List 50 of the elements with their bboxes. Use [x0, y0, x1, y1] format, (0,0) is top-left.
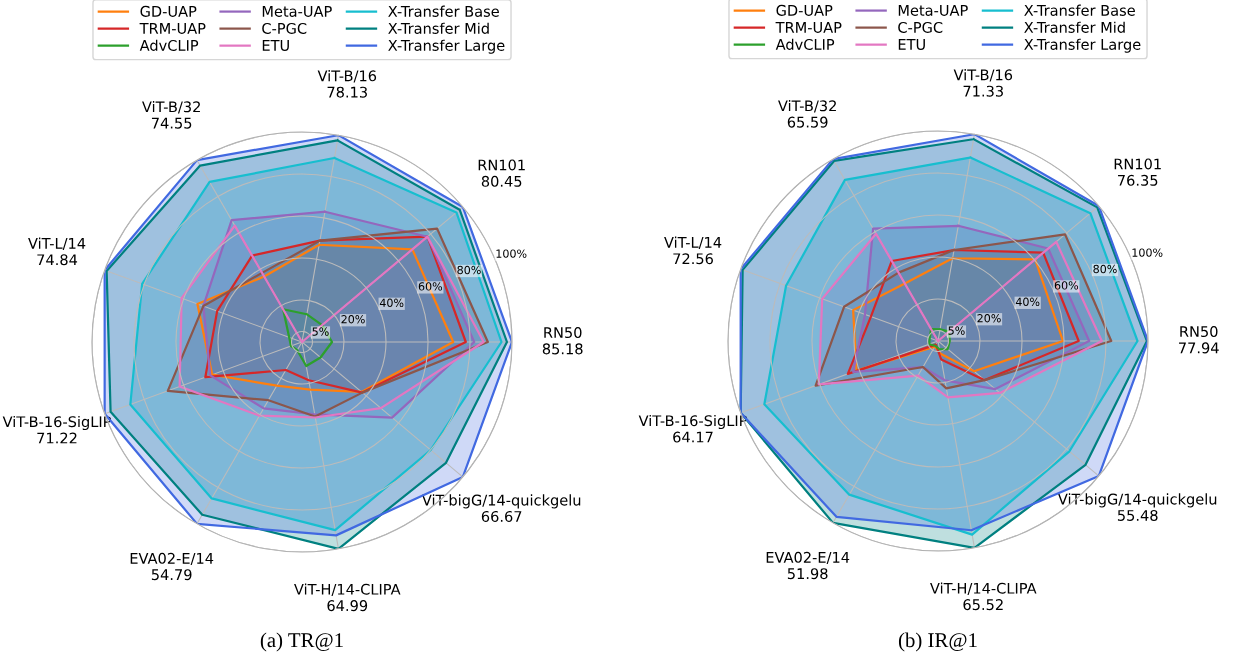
spoke-label: ViT-bigG/14-quickgelu 66.67	[421, 494, 581, 522]
spoke-label: ViT-H/14-CLIPA 64.99	[294, 583, 401, 612]
spoke-label: ViT-bigG/14-quickgelu 55.48	[1057, 493, 1217, 521]
y-tick-label: 60%	[1054, 281, 1079, 290]
spoke-label: ViT-B/32 65.59	[778, 100, 836, 128]
legend-label: Meta-UAP	[898, 5, 968, 16]
legend-label: AdvCLIP	[139, 39, 199, 51]
y-tick-label: 20%	[977, 314, 1001, 323]
legend-label: AdvCLIP	[775, 38, 835, 50]
legend-label: X-Transfer Base	[388, 5, 499, 17]
legend-label: X-Transfer Mid	[388, 22, 489, 34]
spoke-label: EVA02-E/14 51.98	[766, 551, 850, 580]
spoke-label: RN50 85.18	[542, 327, 583, 355]
spoke-label: ViT-B-16-SigLIP 71.22	[2, 415, 111, 444]
legend-label: X-Transfer Base	[1024, 4, 1135, 16]
y-tick-label: 5%	[948, 326, 965, 335]
spoke-label: ViT-H/14-CLIPA 65.52	[930, 582, 1037, 611]
y-tick-label: 60%	[418, 282, 443, 291]
spoke-label: ViT-B/32 74.55	[142, 101, 200, 129]
spoke-label: ViT-L/14 74.84	[28, 237, 86, 266]
spoke-label: EVA02-E/14 54.79	[130, 552, 214, 581]
legend-label: C-PGC	[262, 22, 307, 34]
legend-label: C-PGC	[898, 21, 943, 33]
text: (b) IR@1	[898, 632, 977, 652]
y-tick-label: 80%	[1093, 264, 1117, 274]
legend-label: X-Transfer Large	[388, 39, 505, 54]
legend-label: TRM-UAP	[775, 22, 842, 33]
legend-label: ETU	[898, 39, 925, 50]
legend-label: Meta-UAP	[262, 6, 332, 17]
spoke-label: RN101 80.45	[478, 159, 525, 187]
spoke-label: ViT-B/16 71.33	[953, 69, 1013, 97]
spoke-label: RN50 77.94	[1179, 326, 1219, 354]
y-tick-label: 5%	[312, 327, 329, 336]
text: (a) TR@1	[260, 632, 343, 652]
spoke-label: RN101 76.35	[1114, 158, 1161, 186]
legend-label: X-Transfer Mid	[1024, 21, 1125, 33]
legend-label: GD-UAP	[140, 5, 197, 17]
legend-label: GD-UAP	[776, 4, 833, 16]
legend-label: ETU	[262, 40, 289, 51]
y-tick-label: 40%	[379, 298, 404, 308]
y-tick-label: 100%	[496, 249, 527, 258]
legend-label: X-Transfer Large	[1024, 38, 1141, 53]
y-tick-label: 80%	[457, 265, 481, 275]
spoke-label: ViT-B-16-SigLIP 64.17	[638, 414, 747, 443]
legend-label: TRM-UAP	[139, 23, 206, 34]
y-tick-label: 40%	[1015, 297, 1040, 307]
spoke-label: ViT-L/14 72.56	[664, 236, 722, 265]
y-tick-label: 100%	[1132, 248, 1163, 257]
spoke-label: ViT-B/16 78.13	[317, 70, 377, 98]
y-tick-label: 20%	[341, 315, 365, 324]
